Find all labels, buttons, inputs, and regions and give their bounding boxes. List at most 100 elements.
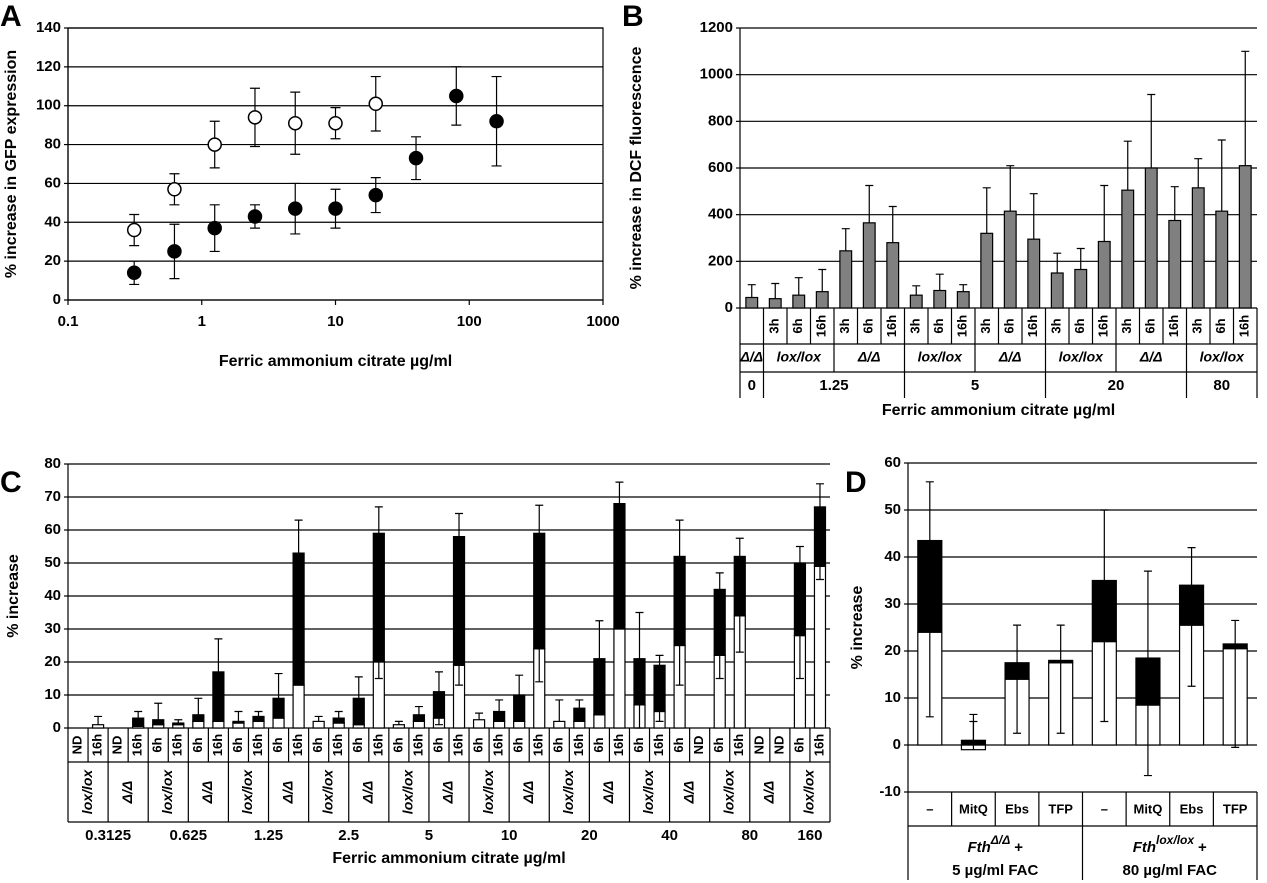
error-bar [555, 699, 564, 722]
x-tick-label: 0.1 [58, 313, 79, 330]
error-bar [334, 710, 343, 719]
y-tick-label: 50 [44, 554, 61, 571]
error-bar [747, 284, 756, 298]
y-tick-label: 1000 [700, 66, 733, 83]
category-label: 16h [130, 734, 145, 756]
point [408, 150, 424, 166]
category-label: 6h [230, 737, 245, 752]
category-label: 6h [631, 737, 646, 752]
category-label: 6h [931, 318, 946, 333]
bar-segment [252, 720, 265, 729]
category-label: 6h [471, 737, 486, 752]
genotype-label: lox/lox [560, 769, 576, 815]
error-bar [794, 277, 803, 296]
y-tick-label: 80 [44, 136, 61, 153]
bar-segment [1091, 579, 1117, 643]
error-bar [715, 572, 724, 590]
error-bar [715, 655, 724, 680]
x-tick-label: 100 [457, 313, 482, 330]
y-tick-label: 40 [44, 587, 61, 604]
error-bar [841, 228, 850, 251]
category-label: 6h [551, 737, 566, 752]
bar-segment [1004, 662, 1030, 680]
category-label: 16h [1096, 315, 1111, 337]
category-label: 6h [711, 737, 726, 752]
bar [1003, 210, 1017, 309]
point [247, 110, 263, 125]
error-bar [434, 671, 443, 692]
bar-segment [472, 719, 486, 729]
error-bar [925, 632, 934, 718]
category-label: 6h [861, 318, 876, 333]
bar [1050, 272, 1064, 309]
category-label: 16h [290, 734, 305, 756]
point [328, 115, 343, 131]
y-tick-label: 800 [708, 112, 733, 129]
error-bar [1100, 184, 1109, 242]
error-bar [675, 519, 684, 557]
category-label: 6h [791, 737, 806, 752]
genotype-label: lox/lox [1059, 349, 1105, 365]
bar-segment [613, 628, 626, 729]
error-bar [1076, 247, 1085, 270]
genotype-label: Δ/Δ [761, 781, 777, 805]
category-label: 16h [1025, 315, 1040, 337]
error-bar [274, 672, 283, 699]
bar-segment [917, 539, 943, 633]
bar [1215, 210, 1229, 309]
bar-segment [272, 697, 285, 719]
bar-segment [232, 722, 245, 729]
genotype-label: Δ/Δ [739, 349, 763, 365]
category-label: 3h [1190, 318, 1205, 333]
bar-segment [212, 720, 225, 729]
error-bar [1100, 641, 1109, 723]
bar-segment [813, 506, 827, 567]
y-tick-label: 10 [884, 689, 901, 706]
error-bar [959, 284, 968, 292]
error-bar [475, 712, 484, 720]
error-bar [1029, 193, 1038, 240]
y-tick-label: 10 [44, 686, 61, 703]
y-axis-title: % increase [5, 554, 22, 638]
category-label: 16h [491, 734, 506, 756]
error-bar [818, 268, 827, 292]
bar [909, 294, 923, 309]
category-label: 6h [1002, 318, 1017, 333]
category-label: MitQ [959, 801, 988, 816]
y-tick-label: 60 [44, 174, 61, 191]
category-label: 16h [90, 734, 105, 756]
y-tick-label: 120 [36, 58, 61, 75]
category-label: 16h [250, 734, 265, 756]
y-tick-label: -10 [879, 783, 901, 800]
error-bar [254, 710, 263, 717]
category-label: ND [69, 736, 84, 755]
category-label: 16h [814, 315, 829, 337]
y-tick-label: 0 [893, 736, 901, 753]
bar-segment [312, 720, 325, 729]
bar [1238, 165, 1252, 309]
panel-letter: C [0, 466, 22, 499]
genotype-label: Δ/Δ [279, 781, 295, 805]
error-bar [795, 635, 804, 680]
bar [886, 242, 900, 309]
category-label: 6h [1213, 318, 1228, 333]
group-label: 1.25 [254, 827, 283, 844]
x-axis-title: Ferric ammonium citrate µg/ml [219, 353, 452, 370]
bar-segment [513, 694, 526, 722]
genotype-suffix: + [1198, 839, 1207, 856]
category-label: 6h [350, 737, 365, 752]
genotype-base: Fth [967, 839, 990, 856]
category-label: ND [691, 736, 706, 755]
category-label: 6h [310, 737, 325, 752]
bar-segment [352, 697, 365, 726]
category-label: 16h [1237, 315, 1252, 337]
bar-segment [432, 691, 446, 719]
error-bar [735, 537, 744, 557]
y-axis-title: % increase [849, 586, 866, 670]
bar-segment [172, 722, 185, 726]
bar-segment [192, 720, 205, 729]
group-label: 1.25 [819, 377, 848, 394]
group-label: 40 [661, 827, 678, 844]
category-label: 6h [511, 737, 526, 752]
genotype-label: Δ/Δ [440, 781, 456, 805]
